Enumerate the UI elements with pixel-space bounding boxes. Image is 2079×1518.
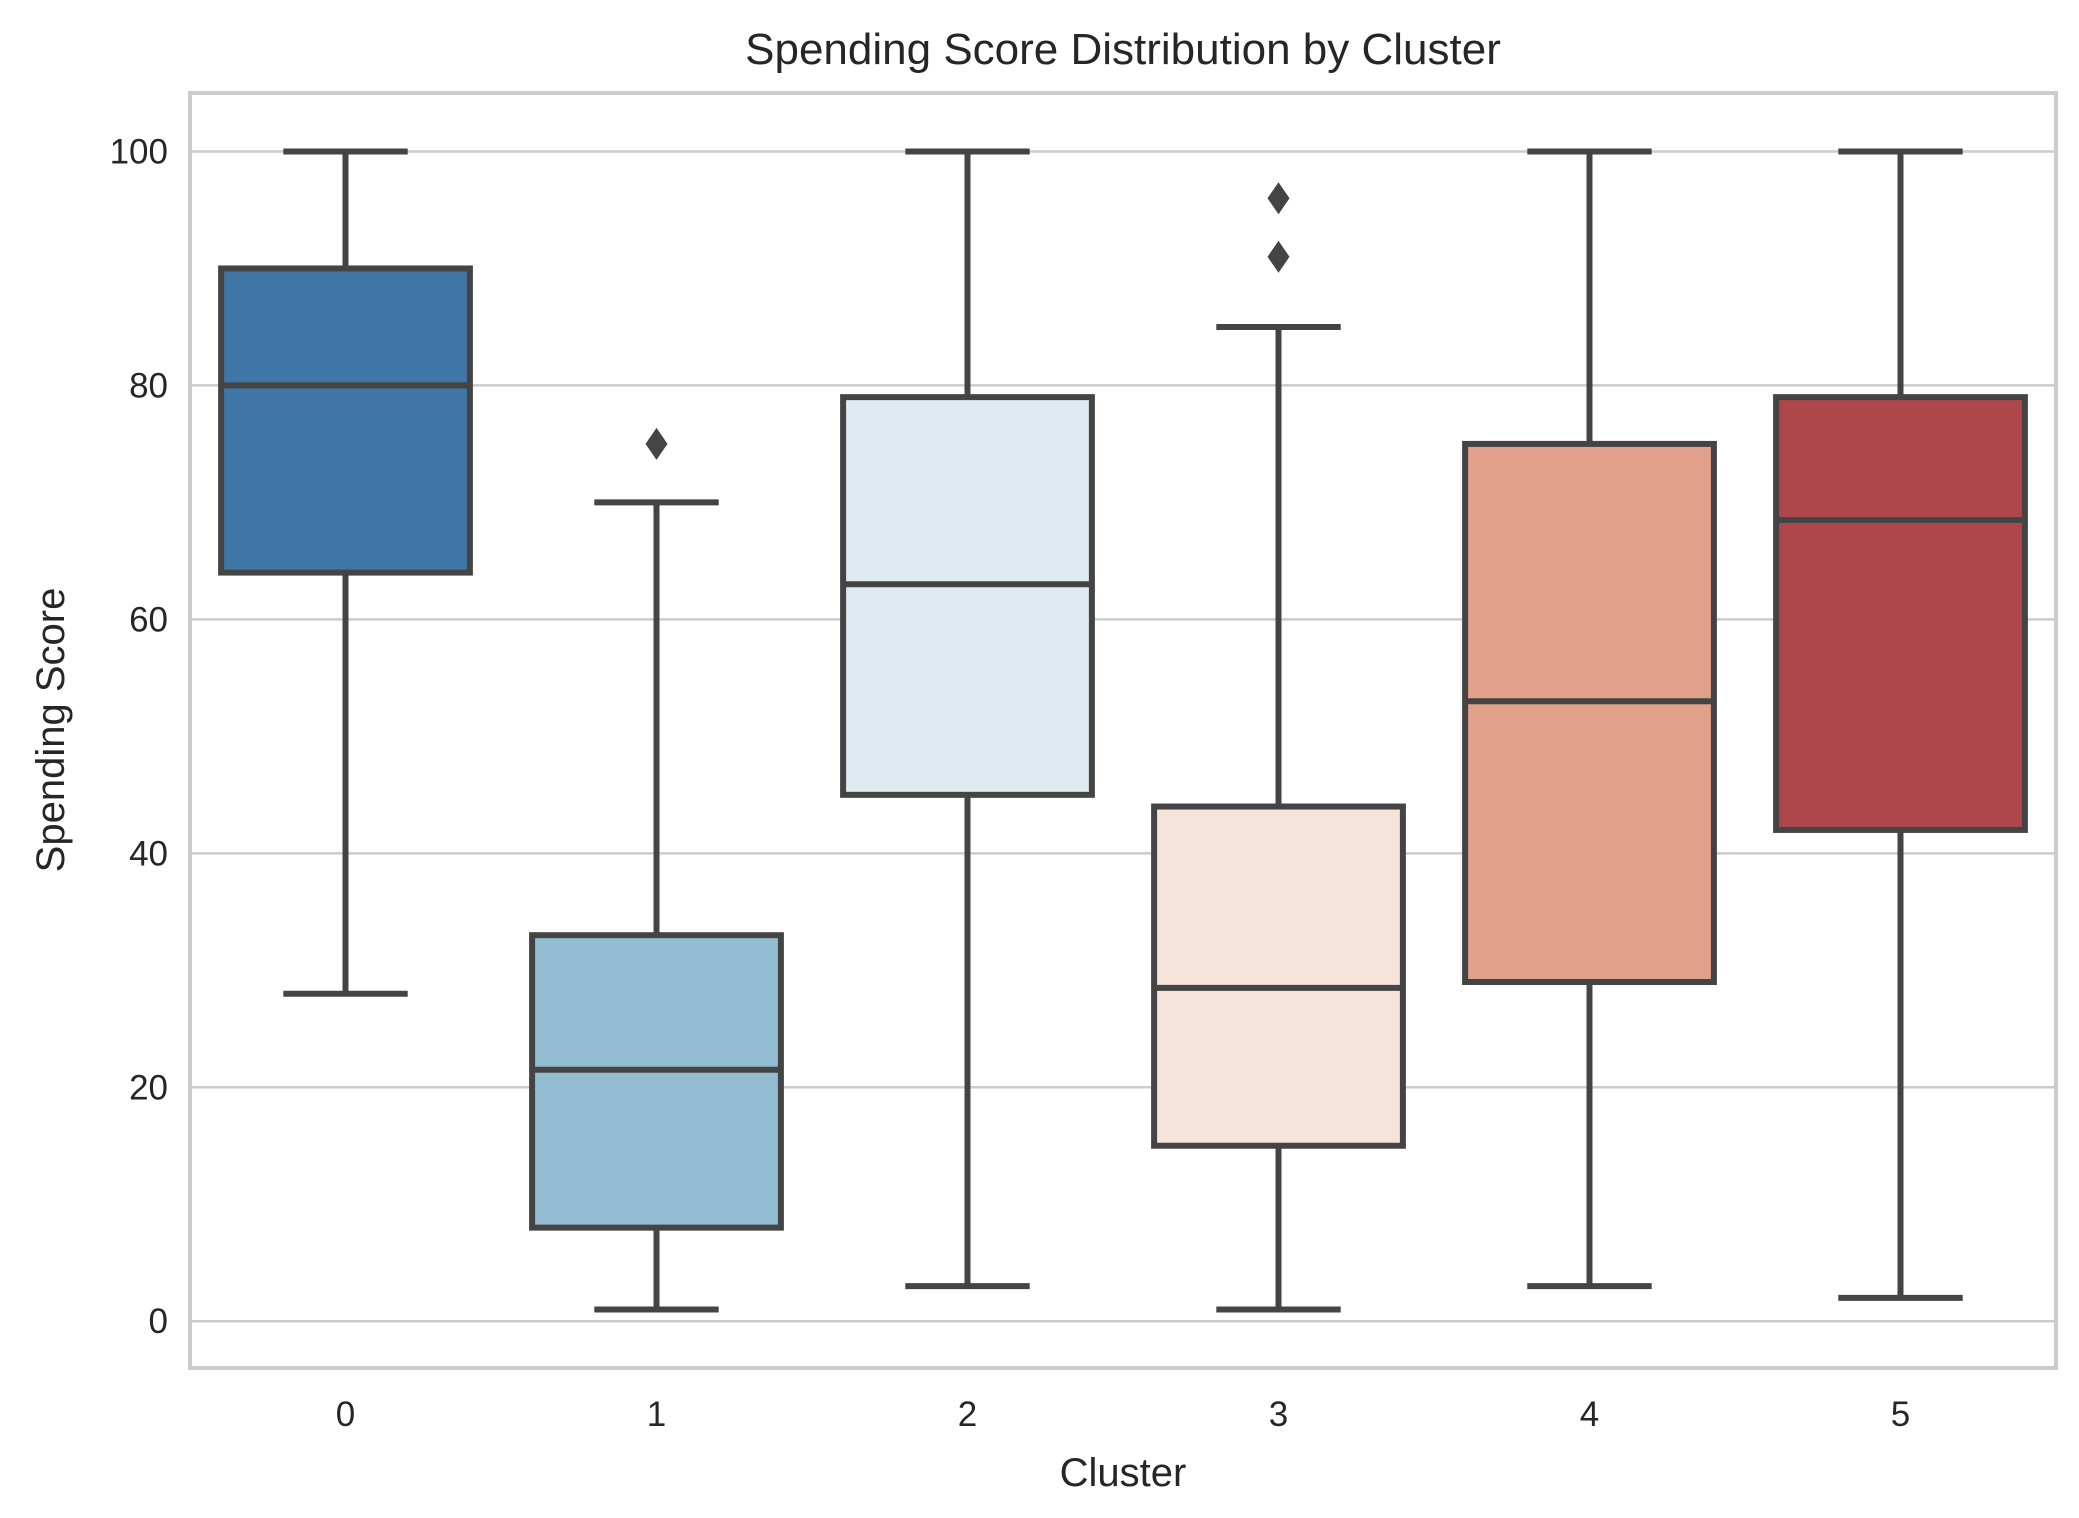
chart-title: Spending Score Distribution by Cluster bbox=[745, 25, 1501, 74]
box-cluster-3 bbox=[1151, 182, 1406, 1313]
y-tick-label: 40 bbox=[129, 834, 168, 873]
y-tick-labels: 0 20 40 60 80 100 bbox=[110, 132, 168, 1341]
y-tick-label: 100 bbox=[110, 132, 168, 171]
box-cluster-2 bbox=[840, 148, 1095, 1290]
y-tick-label: 20 bbox=[129, 1068, 168, 1107]
iqr-box bbox=[840, 394, 1095, 798]
box-cluster-4 bbox=[1462, 148, 1717, 1290]
x-tick-label: 5 bbox=[1891, 1395, 1910, 1434]
x-axis-label: Cluster bbox=[1060, 1451, 1187, 1495]
x-tick-label: 1 bbox=[647, 1395, 666, 1434]
grid-lines bbox=[190, 150, 2056, 1323]
iqr-box bbox=[1462, 440, 1717, 985]
outlier-point bbox=[1267, 182, 1290, 215]
iqr-box bbox=[218, 265, 473, 576]
iqr-box bbox=[1773, 394, 2028, 833]
x-tick-label: 3 bbox=[1269, 1395, 1288, 1434]
x-tick-label: 0 bbox=[336, 1395, 355, 1434]
outlier-point bbox=[645, 427, 668, 460]
iqr-box bbox=[1151, 803, 1406, 1149]
x-tick-label: 2 bbox=[958, 1395, 977, 1434]
y-tick-label: 80 bbox=[129, 366, 168, 405]
box-cluster-0 bbox=[218, 148, 473, 997]
y-tick-label: 0 bbox=[149, 1302, 168, 1341]
y-axis-label: Spending Score bbox=[29, 588, 73, 873]
box-cluster-1 bbox=[529, 427, 784, 1313]
x-tick-label: 4 bbox=[1580, 1395, 1599, 1434]
x-tick-labels: 0 1 2 3 4 5 bbox=[336, 1395, 1910, 1434]
iqr-box bbox=[529, 932, 784, 1231]
box-cluster-5 bbox=[1773, 148, 2028, 1301]
plot-frame bbox=[188, 91, 2058, 1370]
y-tick-label: 60 bbox=[129, 600, 168, 639]
outlier-point bbox=[1267, 240, 1290, 273]
boxes bbox=[218, 148, 2028, 1313]
